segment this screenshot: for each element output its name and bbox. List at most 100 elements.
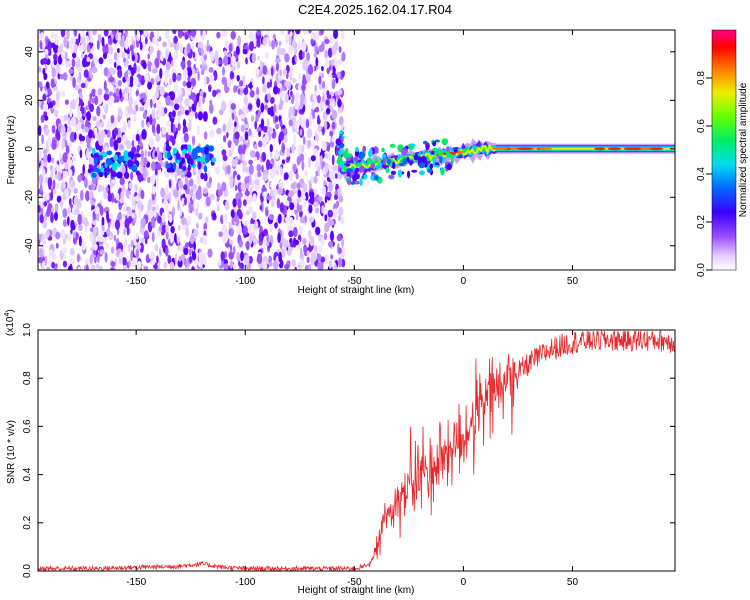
spectrogram-noise-blob bbox=[186, 43, 191, 54]
spectrogram-noise-blob bbox=[151, 232, 155, 243]
spectrogram-noise-blob bbox=[222, 123, 227, 133]
spectrogram-noise-blob bbox=[245, 240, 250, 251]
spectrogram-noise-blob bbox=[155, 40, 159, 47]
spectrogram-onset-blob bbox=[402, 158, 408, 165]
spectrogram-noise-blob bbox=[333, 30, 339, 40]
spectrogram-noise-blob bbox=[151, 161, 156, 172]
spectrogram-cluster-blob bbox=[127, 151, 135, 158]
spectrogram-noise-blob bbox=[302, 182, 308, 193]
spectrogram-noise-blob bbox=[273, 188, 279, 197]
spectrogram-noise-blob bbox=[155, 134, 161, 142]
spectrogram-noise-blob bbox=[81, 123, 85, 130]
spectrogram-noise-blob bbox=[135, 104, 139, 112]
spectrogram-cluster-blob bbox=[106, 158, 112, 166]
spectrogram-noise-blob bbox=[262, 191, 268, 198]
spectrogram-noise-blob bbox=[70, 179, 76, 189]
spectrogram-noise-blob bbox=[262, 173, 268, 182]
spectrogram-noise-blob bbox=[78, 235, 82, 247]
spectrogram-noise-blob bbox=[179, 43, 184, 53]
spectrogram-noise-blob bbox=[177, 258, 183, 268]
spectrogram-noise-blob bbox=[296, 201, 300, 213]
spectrogram-noise-blob bbox=[292, 181, 298, 189]
spectrogram-noise-blob bbox=[106, 210, 109, 222]
spectrogram-onset-blob bbox=[382, 157, 386, 166]
spectrogram-noise-blob bbox=[245, 57, 248, 65]
spectrogram-noise-blob bbox=[264, 133, 269, 144]
spectrogram-noise-blob bbox=[280, 166, 283, 176]
spectrogram-noise-blob bbox=[124, 39, 129, 50]
spectrogram-noise-blob bbox=[134, 195, 140, 202]
spectrogram-noise-blob bbox=[165, 224, 169, 233]
spectrogram-onset-blob bbox=[392, 161, 396, 170]
spectrogram-noise-blob bbox=[141, 264, 145, 270]
snr-y-tick-label: 0.2 bbox=[22, 515, 33, 529]
spectrogram-noise-blob bbox=[223, 263, 229, 270]
spectrogram-noise-blob bbox=[216, 127, 222, 135]
spectrogram-noise-blob bbox=[313, 201, 319, 208]
spectrogram-noise-blob bbox=[249, 41, 254, 52]
spectrogram-noise-blob bbox=[248, 223, 253, 234]
spectrogram-noise-blob bbox=[42, 93, 47, 101]
spectrogram-noise-blob bbox=[168, 35, 171, 47]
spectrogram-noise-blob bbox=[173, 189, 179, 198]
spectrogram-noise-blob bbox=[62, 208, 68, 219]
spectrogram-noise-blob bbox=[115, 95, 120, 103]
spectrogram-noise-blob bbox=[223, 259, 228, 265]
spectrogram-noise-blob bbox=[189, 113, 193, 122]
spectrogram-noise-blob bbox=[203, 131, 208, 140]
spectrogram-noise-blob bbox=[67, 231, 72, 242]
spectrogram-noise-blob bbox=[143, 230, 149, 239]
spectrogram-noise-blob bbox=[257, 55, 260, 61]
spectrogram-noise-blob bbox=[216, 204, 220, 212]
spectrogram-noise-blob bbox=[60, 125, 66, 135]
spectrogram-noise-blob bbox=[149, 46, 153, 55]
spectrogram-noise-blob bbox=[341, 70, 345, 78]
spectrogram-noise-blob bbox=[329, 130, 334, 137]
spectrogram-frame bbox=[37, 29, 676, 271]
spectrogram-noise-blob bbox=[106, 228, 111, 236]
spectrogram-noise-blob bbox=[163, 261, 168, 269]
spectrogram-noise-blob bbox=[41, 260, 46, 270]
spectrogram-noise-blob bbox=[230, 142, 235, 154]
spectrogram-noise-blob bbox=[182, 80, 187, 87]
spectrogram-noise-blob bbox=[289, 66, 294, 77]
spectrogram-noise-blob bbox=[328, 169, 333, 179]
spectrogram-noise-blob bbox=[81, 30, 85, 39]
spectrogram-noise-blob bbox=[288, 45, 294, 55]
spectrogram-noise-blob bbox=[92, 30, 97, 36]
spectrogram-noise-blob bbox=[135, 90, 139, 96]
spectrogram-noise-blob bbox=[85, 35, 89, 44]
spectrogram-noise-blob bbox=[166, 120, 172, 128]
spectrogram-noise-blob bbox=[242, 75, 246, 83]
spectrogram-noise-blob bbox=[38, 81, 43, 88]
spectrogram-noise-blob bbox=[155, 89, 160, 99]
spectrogram-cluster-blob bbox=[182, 148, 188, 154]
spectrogram-noise-blob bbox=[61, 90, 65, 98]
spectrogram-noise-blob bbox=[65, 145, 70, 155]
spectrogram-onset-blob bbox=[346, 172, 351, 177]
spectrogram-noise-blob bbox=[222, 154, 228, 162]
spectrogram-noise-blob bbox=[302, 118, 306, 129]
spectrogram-noise-blob bbox=[267, 126, 273, 134]
spectrogram-noise-blob bbox=[71, 58, 76, 68]
spectrogram-noise-blob bbox=[281, 238, 287, 246]
snr-x-tick-label: 0 bbox=[461, 577, 467, 588]
spectrogram-noise-blob bbox=[221, 181, 227, 192]
spectrogram-noise-blob bbox=[59, 73, 65, 80]
spectrogram-noise-blob bbox=[244, 131, 249, 141]
snr-y-tick-label: 0.8 bbox=[22, 371, 33, 385]
spectrogram-noise-blob bbox=[214, 166, 220, 175]
spectrogram-noise-blob bbox=[101, 216, 105, 227]
spectrogram-noise-blob bbox=[68, 169, 73, 177]
spectrogram-noise-blob bbox=[56, 131, 61, 141]
spectrogram-noise-blob bbox=[274, 149, 280, 160]
spectrogram-noise-blob bbox=[322, 126, 325, 135]
spectrogram-noise-blob bbox=[220, 251, 225, 262]
spectrogram-noise-blob bbox=[254, 144, 258, 150]
spectrogram-noise-blob bbox=[308, 157, 311, 168]
spectrogram-onset-blob bbox=[346, 178, 352, 186]
spectrogram-noise-blob bbox=[275, 62, 280, 72]
spectrogram-noise-blob bbox=[51, 68, 57, 76]
spectrogram-noise-blob bbox=[171, 60, 174, 67]
spectrogram-noise-blob bbox=[62, 72, 68, 81]
